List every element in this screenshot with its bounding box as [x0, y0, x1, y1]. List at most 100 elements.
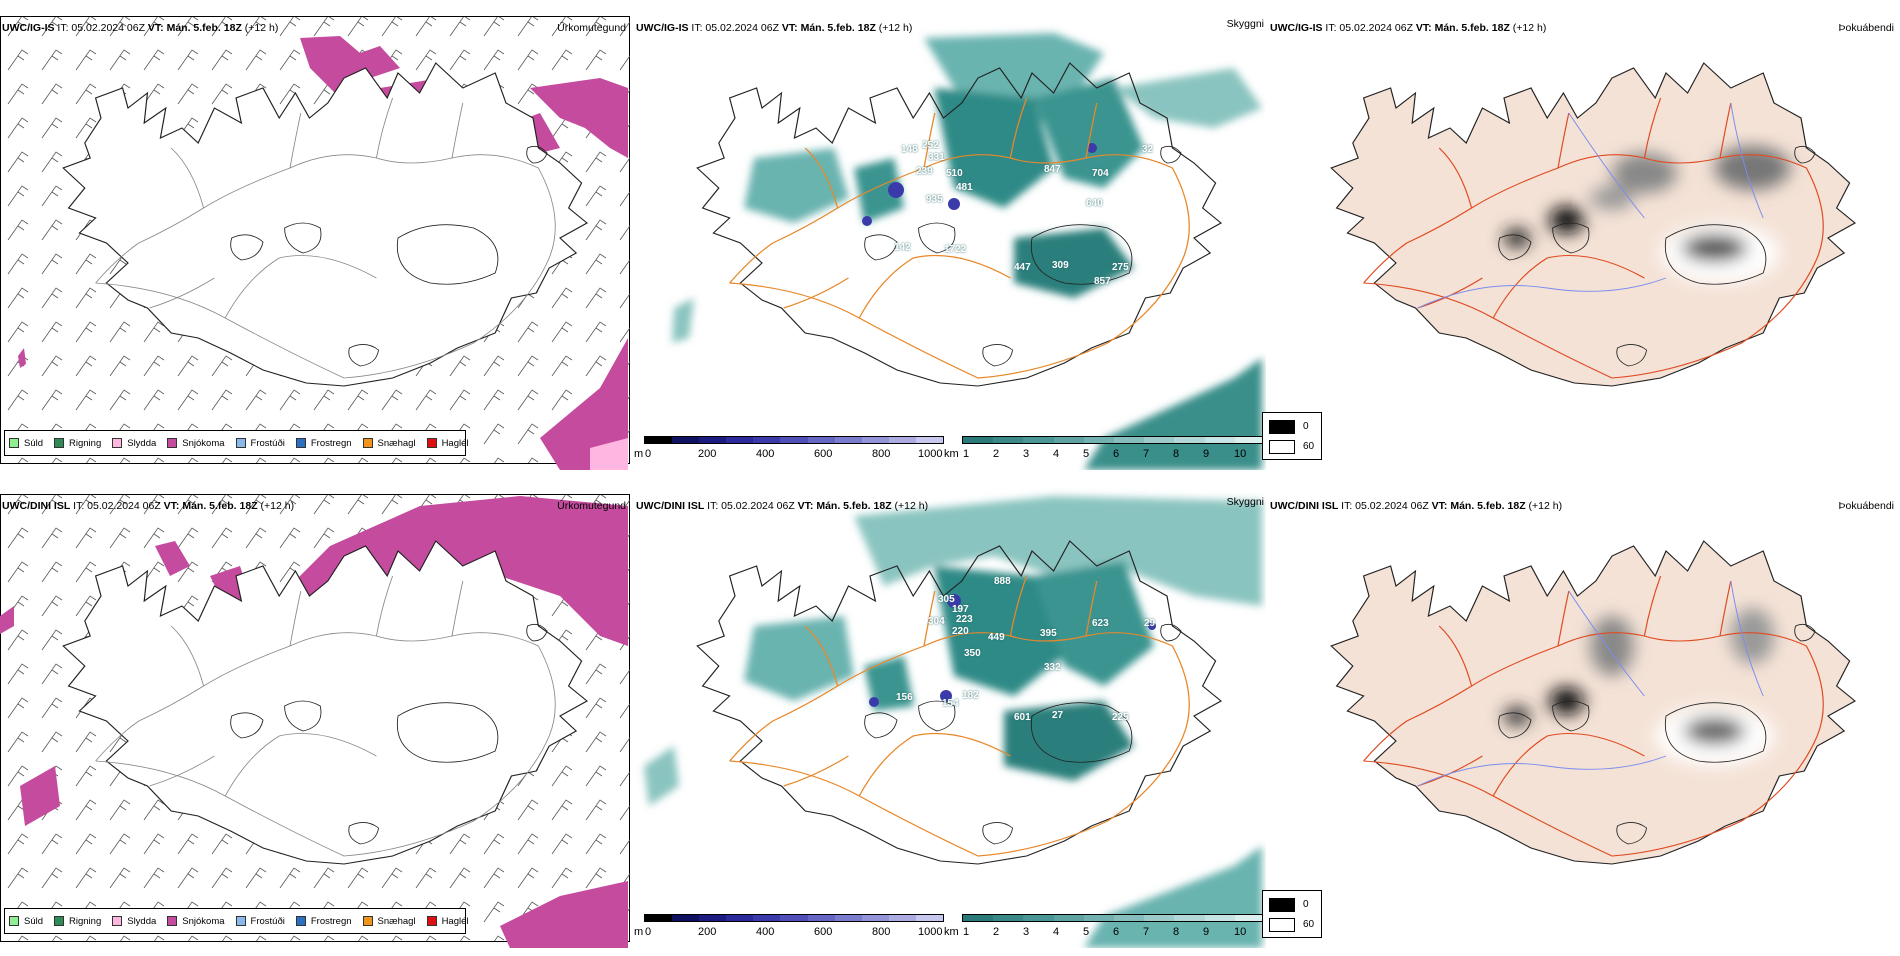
- legend-swatch: [112, 916, 123, 926]
- visibility-tick: 5: [1083, 926, 1090, 938]
- fog-legend-label: 60: [1303, 919, 1315, 930]
- visibility-tick: 6: [1113, 926, 1120, 938]
- visibility-colorbar: km 1 2 3 4 5 6 7 8 9 10: [944, 436, 1266, 470]
- ceiling-colorbar: m 0 200 400 600 800 1000: [634, 436, 944, 470]
- peak-label: 481: [956, 182, 973, 193]
- peak-label: 640: [1086, 198, 1103, 209]
- init-time: IT: 05.02.2024 06Z: [57, 22, 145, 34]
- valid-time: VT: Mán. 5.feb. 18Z: [1415, 22, 1510, 34]
- ceiling-tick: 0: [645, 926, 652, 938]
- legend-label: Frostúði: [250, 915, 285, 927]
- panel-title: Úrkomutegund: [557, 500, 626, 512]
- peak-label: 305: [938, 594, 955, 605]
- ceiling-tick: 400: [756, 448, 775, 460]
- peak-label: 395: [1040, 628, 1057, 639]
- visibility-tick: 8: [1173, 448, 1180, 460]
- ceiling-cells: [862, 143, 1097, 226]
- ceiling-tick: 800: [872, 448, 891, 460]
- valid-time: VT: Mán. 5.feb. 18Z: [781, 22, 876, 34]
- peak-label: 275: [1112, 262, 1129, 273]
- visibility-map: [644, 496, 1262, 948]
- visibility-panel: UWC/IG-IS IT: 05.02.2024 06Z VT: Mán. 5.…: [634, 8, 1266, 470]
- ceiling-tick: 200: [698, 448, 717, 460]
- lead-time: (+12 h): [878, 22, 913, 34]
- iceland-outline: [1330, 62, 1856, 387]
- legend-label: Rigning: [69, 437, 102, 449]
- panel-header: UWC/IG-IS IT: 05.02.2024 06Z VT: Mán. 5.…: [2, 22, 278, 34]
- peak-label: 142: [894, 242, 911, 253]
- model-label: UWC/DINI ISL: [1270, 500, 1339, 512]
- visibility-tick: 10: [1234, 448, 1247, 460]
- peak-label: 601: [1014, 712, 1031, 723]
- init-time: IT: 05.02.2024 06Z: [691, 22, 779, 34]
- init-time: IT: 05.02.2024 06Z: [707, 500, 795, 512]
- ceiling-tick: 800: [872, 926, 891, 938]
- legend-swatch: [362, 438, 373, 448]
- legend-label: Snæhagl: [377, 437, 416, 449]
- fog-swatch-black: [1269, 420, 1295, 434]
- peak-label: 332: [1044, 662, 1061, 673]
- rivers: [1417, 102, 1764, 309]
- model-label: UWC/DINI ISL: [2, 500, 71, 512]
- panel-header: UWC/DINI ISL IT: 05.02.2024 06Z VT: Mán.…: [636, 500, 928, 512]
- ceiling-colorbar: m 0 200 400 600 800 1000: [634, 914, 944, 948]
- rivers: [1417, 580, 1764, 787]
- forecast-row-dini: UWC/DINI ISL IT: 05.02.2024 06Z VT: Mán.…: [0, 486, 1900, 956]
- legend-item: Haglél: [426, 915, 469, 927]
- fog-legend: 0 60: [1262, 412, 1322, 460]
- legend-swatch: [426, 916, 437, 926]
- visibility-tick: 2: [993, 926, 1000, 938]
- fog-swatch-white: [1269, 918, 1295, 932]
- legend-swatch: [54, 916, 65, 926]
- visibility-map: [672, 33, 1262, 470]
- visibility-tick: 8: [1173, 926, 1180, 938]
- peak-label: 32: [1142, 144, 1154, 155]
- peak-label: 220: [952, 626, 969, 637]
- peak-label: 1722: [944, 244, 967, 255]
- fog-legend-label: 0: [1303, 421, 1309, 432]
- legend-swatch: [167, 916, 178, 926]
- legend-label: Snjókoma: [182, 915, 225, 927]
- legend-label: Frostúði: [250, 437, 285, 449]
- legend-swatch: [235, 438, 246, 448]
- init-time: IT: 05.02.2024 06Z: [1325, 22, 1413, 34]
- legend-label: Haglél: [441, 915, 469, 927]
- peak-label: 623: [1092, 618, 1109, 629]
- fog-map: [1330, 62, 1856, 387]
- visibility-tick: 5: [1083, 448, 1090, 460]
- peak-label: 449: [988, 632, 1005, 643]
- precip-type-panel: UWC/IG-IS IT: 05.02.2024 06Z VT: Mán. 5.…: [0, 8, 632, 470]
- legend-item: Snæhagl: [362, 437, 416, 449]
- legend-item: Frostúði: [235, 915, 285, 927]
- legend-item: Frostregn: [295, 916, 352, 927]
- visibility-tick: 7: [1143, 448, 1150, 460]
- legend-label: Slydda: [127, 915, 157, 927]
- visibility-panel: UWC/DINI ISL IT: 05.02.2024 06Z VT: Mán.…: [634, 486, 1266, 948]
- legend-item: Rigning: [54, 438, 101, 449]
- legend-item: Frostúði: [235, 437, 285, 449]
- iceland-outline: [1330, 540, 1856, 865]
- legend-item: Snjókoma: [167, 915, 225, 927]
- visibility-unit: km: [944, 926, 959, 938]
- legend-item: Súld: [9, 438, 43, 449]
- legend-item: Rigning: [54, 916, 101, 927]
- valid-time: VT: Mán. 5.feb. 18Z: [147, 22, 242, 34]
- legend-swatch: [9, 438, 19, 448]
- ceiling-tick: 600: [814, 448, 833, 460]
- peak-label: 182: [962, 690, 979, 701]
- panel-title: Úrkomutegund: [557, 22, 626, 34]
- precip-type-map: [0, 495, 630, 948]
- legend-label: Slydda: [127, 437, 157, 449]
- visibility-tick: 9: [1203, 926, 1210, 938]
- visibility-fields: [672, 33, 1262, 470]
- ceiling-tick: 600: [814, 926, 833, 938]
- legend-swatch: [167, 438, 178, 448]
- peak-label: 447: [1014, 262, 1031, 273]
- panel-title: Skyggni: [1226, 18, 1264, 30]
- peak-label: 847: [1044, 164, 1061, 175]
- legend-label: Haglél: [441, 437, 469, 449]
- precip-type-panel: UWC/DINI ISL IT: 05.02.2024 06Z VT: Mán.…: [0, 486, 632, 948]
- legend-item: Snjókoma: [167, 438, 225, 449]
- precip-legend: Súld Rigning Slydda Snjókoma Frostúði Fr…: [4, 908, 469, 934]
- fog-swatch-white: [1269, 440, 1295, 454]
